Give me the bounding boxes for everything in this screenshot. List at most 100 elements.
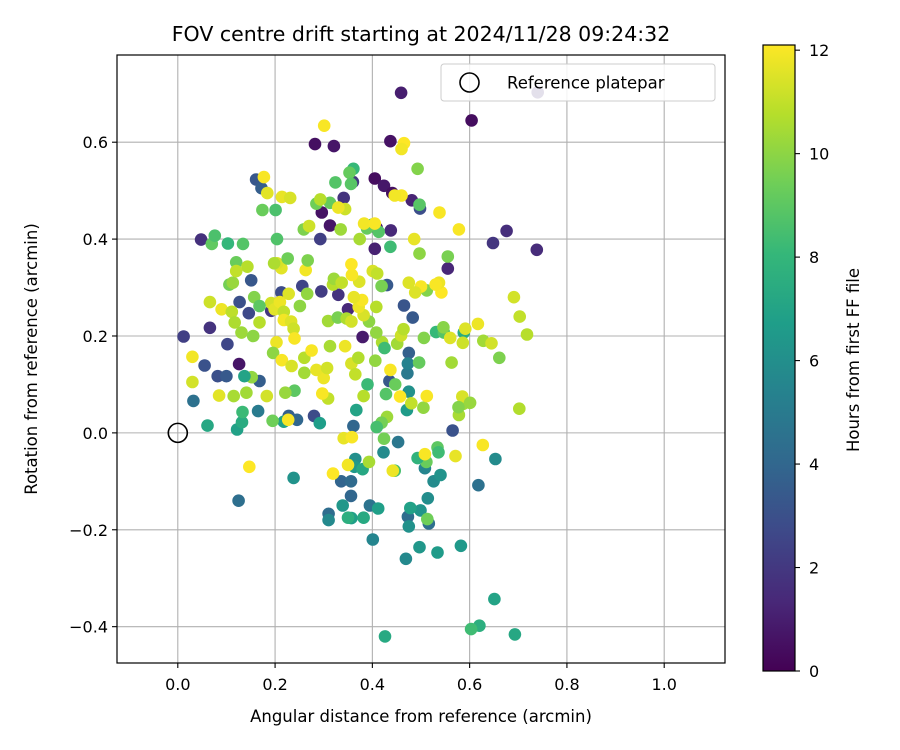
- data-point: [397, 322, 410, 336]
- data-point: [238, 369, 251, 383]
- data-point: [257, 170, 271, 184]
- x-tick-label: 0.6: [457, 675, 482, 694]
- data-point: [253, 316, 266, 329]
- data-point: [353, 232, 367, 246]
- data-point: [288, 332, 301, 345]
- data-point: [212, 389, 226, 402]
- data-point: [350, 403, 363, 417]
- data-point: [334, 475, 348, 488]
- data-point: [337, 191, 351, 205]
- data-point: [441, 250, 455, 263]
- data-point: [429, 278, 442, 291]
- data-point: [463, 396, 477, 410]
- data-point: [391, 435, 405, 449]
- data-point: [236, 405, 249, 419]
- data-point: [203, 295, 217, 309]
- x-axis-ticks: 0.0 0.2 0.4 0.6 0.8 1.0: [165, 663, 677, 694]
- data-point: [434, 468, 447, 482]
- x-tick-label: 1.0: [651, 675, 676, 694]
- data-point: [229, 264, 243, 278]
- reference-platepar-marker: [167, 422, 189, 444]
- data-point: [323, 339, 337, 353]
- data-point: [405, 397, 418, 410]
- data-point: [285, 359, 298, 373]
- data-point: [413, 540, 426, 554]
- data-point: [357, 217, 371, 230]
- data-point: [326, 467, 340, 480]
- data-point: [266, 346, 280, 360]
- data-point: [194, 233, 208, 246]
- data-point: [488, 592, 501, 606]
- data-point: [301, 254, 315, 267]
- data-point: [305, 344, 318, 357]
- data-point: [317, 371, 331, 385]
- legend-entry-label: Reference platepar: [507, 74, 665, 93]
- data-point: [443, 331, 457, 345]
- data-point: [420, 389, 434, 403]
- data-point: [335, 276, 349, 290]
- data-point: [452, 400, 465, 414]
- data-point: [345, 430, 359, 444]
- data-point: [384, 134, 397, 148]
- data-point: [361, 378, 374, 391]
- data-point: [459, 322, 472, 336]
- data-point: [411, 162, 424, 176]
- data-point: [421, 492, 435, 505]
- data-point: [366, 533, 380, 546]
- legend: Reference platepar: [440, 63, 716, 102]
- data-point: [404, 501, 417, 515]
- data-point: [370, 300, 383, 314]
- data-point: [315, 285, 328, 298]
- data-point: [267, 257, 281, 270]
- data-point: [281, 252, 295, 265]
- data-point: [341, 458, 355, 472]
- data-point: [240, 386, 253, 400]
- data-point: [384, 363, 397, 377]
- data-point: [464, 622, 478, 636]
- legend-open-circle-icon: [459, 72, 480, 93]
- data-point: [287, 322, 300, 336]
- data-point: [332, 201, 345, 214]
- data-point: [299, 263, 313, 277]
- data-point: [368, 217, 382, 230]
- data-point: [244, 274, 258, 287]
- data-point: [401, 357, 415, 370]
- data-point: [211, 369, 224, 383]
- data-point: [384, 240, 397, 254]
- legend-box: [440, 63, 716, 102]
- y-tick-label: 0.2: [83, 327, 108, 346]
- data-point: [393, 390, 407, 403]
- data-point: [377, 446, 390, 459]
- data-point: [241, 260, 254, 274]
- data-point: [445, 356, 458, 369]
- data-point: [375, 279, 388, 293]
- data-point: [275, 353, 289, 367]
- data-point: [316, 387, 329, 400]
- data-point: [256, 203, 269, 217]
- data-point: [229, 255, 243, 269]
- data-point: [357, 389, 370, 403]
- data-point: [402, 520, 416, 533]
- data-point: [221, 237, 235, 250]
- data-point: [401, 367, 414, 380]
- data-point: [371, 502, 385, 515]
- colorbar-frame: [762, 44, 796, 672]
- data-point: [397, 299, 411, 312]
- data-point: [313, 416, 327, 430]
- data-point: [242, 306, 256, 320]
- data-point: [235, 415, 249, 429]
- data-point: [345, 268, 359, 282]
- data-point: [270, 336, 283, 349]
- data-point: [452, 223, 466, 236]
- y-axis-label: Rotation from reference (arcmin): [22, 223, 41, 495]
- data-point: [320, 361, 334, 375]
- data-point: [454, 539, 468, 553]
- data-point: [399, 552, 413, 566]
- data-point: [412, 356, 426, 369]
- data-point: [334, 223, 348, 236]
- data-point: [394, 86, 408, 100]
- data-point: [349, 368, 362, 381]
- y-tick-label: −0.4: [69, 618, 108, 637]
- scatter-points: [177, 86, 544, 643]
